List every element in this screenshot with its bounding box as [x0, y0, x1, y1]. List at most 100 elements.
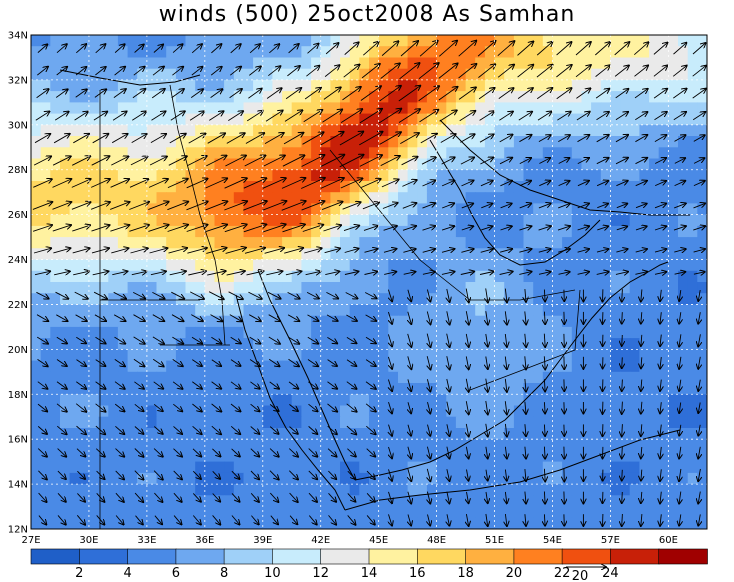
wind-vector: [327, 403, 338, 412]
wind-vector: [264, 248, 285, 254]
wind-vector: [486, 491, 488, 503]
wind-vector: [308, 426, 318, 434]
wind-vector: [366, 492, 375, 502]
wind-vector: [229, 314, 242, 322]
wind-vector: [77, 493, 85, 501]
wind-vector: [615, 272, 628, 275]
wind-vector: [115, 515, 124, 525]
wind-vector: [544, 491, 545, 504]
wind-vector: [96, 492, 105, 502]
wind-vector: [486, 469, 488, 481]
wind-vector: [90, 202, 110, 210]
wind-vector: [479, 134, 494, 143]
wind-vector: [37, 448, 47, 457]
wind-vector: [173, 470, 182, 479]
wind-vector: [172, 336, 183, 344]
wind-vector: [320, 155, 344, 168]
wind-vector: [408, 379, 411, 391]
wind-vector: [134, 403, 144, 411]
wind-vector: [75, 403, 86, 412]
wind-vector: [365, 403, 376, 412]
wind-vector: [525, 289, 526, 302]
wind-vector: [641, 446, 642, 458]
wind-vector: [486, 400, 488, 414]
wind-vector: [401, 157, 418, 166]
wind-vector: [654, 112, 667, 121]
wind-vector: [268, 66, 280, 77]
wind-vector: [328, 515, 337, 524]
wind-vector: [133, 314, 145, 321]
wind-vector: [673, 43, 687, 55]
wind-vector: [365, 359, 376, 367]
wind-vector: [327, 381, 338, 389]
wind-vector: [267, 291, 281, 298]
wind-vector: [212, 493, 220, 502]
wind-vector: [679, 334, 681, 346]
wind-vector: [477, 41, 495, 57]
lon-tick-label: 51E: [485, 535, 504, 546]
wind-vector: [266, 88, 282, 99]
coastline-red-sea-west: [235, 294, 346, 511]
wind-vector: [56, 359, 67, 367]
wind-vector: [461, 181, 474, 187]
wind-vector: [211, 336, 221, 343]
wind-vector: [641, 491, 642, 503]
wind-vector: [114, 403, 124, 411]
wind-vector: [339, 155, 364, 168]
wind-vector: [230, 359, 241, 366]
wind-vector: [408, 356, 412, 369]
wind-vector: [480, 249, 493, 252]
wind-vector: [134, 381, 144, 389]
wind-vector: [57, 448, 67, 457]
wind-vector: [96, 515, 105, 524]
wind-vector: [56, 403, 67, 412]
wind-vector: [556, 42, 572, 56]
wind-vector: [499, 158, 512, 165]
wind-vector: [249, 66, 260, 76]
wind-vector: [498, 88, 514, 99]
wind-vector: [486, 356, 488, 370]
wind-vector: [172, 381, 182, 389]
wind-vector: [324, 65, 339, 77]
wind-vector: [112, 271, 127, 274]
wind-vector: [150, 271, 166, 274]
wind-vector: [110, 202, 129, 210]
wind-vector: [306, 66, 319, 77]
wind-vector: [408, 446, 411, 459]
wind-vector: [304, 248, 321, 254]
wind-vector: [250, 426, 260, 434]
wind-vector: [188, 134, 206, 144]
wind-vector: [466, 311, 469, 325]
wind-vector: [325, 271, 339, 274]
wind-vector: [307, 336, 318, 343]
wind-vector: [398, 109, 420, 123]
wind-vector: [173, 448, 183, 457]
wind-vector: [172, 359, 183, 366]
wind-vector: [36, 291, 48, 298]
wind-vector: [154, 426, 162, 434]
wind-vector: [360, 86, 381, 101]
wind-vector: [134, 45, 144, 53]
wind-vector: [641, 312, 642, 324]
wind-vector: [322, 110, 342, 123]
colorbar-tick-label: 16: [409, 566, 426, 581]
wind-vector: [517, 42, 534, 56]
wind-vector: [654, 226, 666, 230]
wind-vector: [478, 88, 495, 100]
wind-vector: [575, 42, 591, 56]
wind-vector: [289, 515, 297, 525]
lat-lon-gridlines: [31, 35, 707, 529]
wind-vector: [33, 156, 51, 166]
wind-vector: [408, 402, 411, 413]
wind-vector: [212, 515, 221, 524]
wind-vector: [206, 156, 226, 167]
wind-vector: [615, 135, 628, 143]
wind-vector: [641, 424, 642, 436]
wind-vector: [544, 402, 545, 413]
wind-vector: [380, 63, 400, 79]
wind-vector: [420, 134, 437, 144]
wind-vector: [505, 288, 507, 303]
wind-vector: [154, 492, 162, 502]
wind-vector: [679, 514, 681, 525]
wind-vector: [38, 515, 46, 525]
